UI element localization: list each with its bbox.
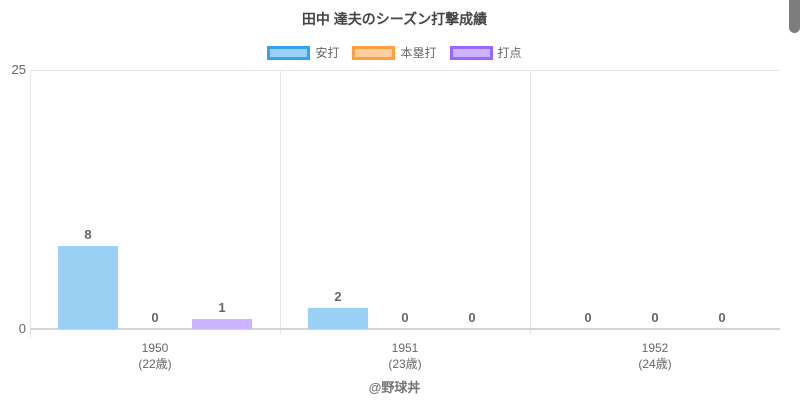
legend-item-2[interactable]: 打点: [449, 44, 522, 61]
x-grid-separator: [280, 70, 281, 335]
x-tick-year: 1950: [141, 341, 169, 355]
bar-value-label: 0: [151, 310, 159, 325]
y-tick-label: 0: [18, 321, 26, 336]
bar-value-label: 2: [334, 289, 342, 305]
bar-value-label: 0: [468, 310, 476, 325]
x-tick-label: 1952 (24歳): [530, 340, 780, 372]
legend-swatch-icon: [267, 45, 311, 60]
bar-value-label: 0: [584, 310, 592, 325]
x-tick-age: (24歳): [638, 357, 672, 371]
x-tick-label: 1950 (22歳): [30, 340, 280, 372]
x-tick-year: 1952: [641, 341, 669, 355]
bar-value-label: 8: [84, 227, 92, 243]
legend-label: 打点: [497, 46, 522, 60]
x-tick-label: 1951 (23歳): [280, 340, 530, 372]
x-tick-year: 1951: [391, 341, 419, 355]
legend-swatch-icon: [449, 45, 493, 60]
y-tick-label: 25: [11, 62, 26, 77]
legend-swatch-icon: [352, 45, 396, 60]
x-tick-age: (22歳): [138, 357, 172, 371]
watermark-text: @野球丼: [368, 380, 421, 395]
chart-title: 田中 達夫のシーズン打撃成績: [301, 11, 488, 27]
x-grid-separator: [530, 70, 531, 335]
scrollbar-thumb[interactable]: [789, 0, 800, 33]
x-axis-line: [30, 328, 780, 330]
bar-安打-1951[interactable]: [308, 308, 368, 329]
bar-安打-1950[interactable]: [58, 246, 118, 329]
y-axis-line: [30, 70, 31, 338]
bar-打点-1950[interactable]: [192, 318, 252, 329]
bar-value-label: 0: [651, 310, 659, 325]
legend-item-1[interactable]: 本塁打: [352, 44, 437, 61]
bar-value-label: 0: [718, 310, 726, 325]
x-tick-age: (23歳): [388, 357, 422, 371]
legend-label: 本塁打: [400, 46, 437, 60]
bar-value-label: 1: [218, 299, 226, 315]
bar-value-label: 0: [401, 310, 409, 325]
chart-legend: 安打 本塁打 打点: [0, 44, 789, 61]
legend-label: 安打: [315, 46, 340, 60]
legend-item-0[interactable]: 安打: [267, 44, 339, 61]
gridline-top: [30, 70, 780, 71]
